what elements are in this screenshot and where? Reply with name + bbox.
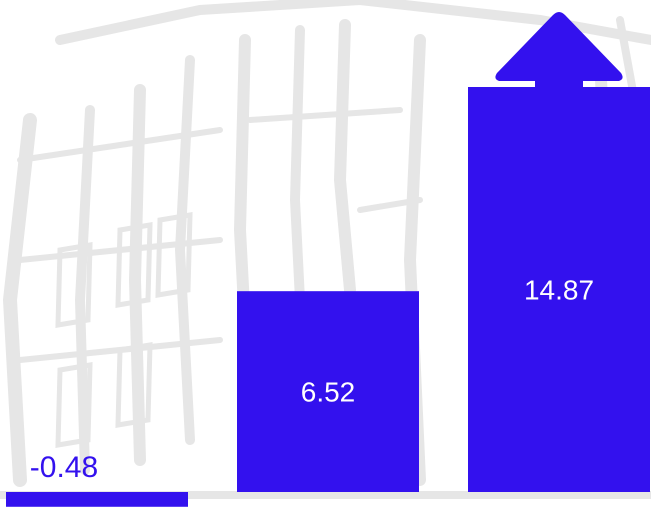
up-arrow-icon (495, 12, 623, 87)
bars-layer (6, 12, 650, 507)
value-labels-layer: -0.48 6.52 14.87 (30, 275, 594, 485)
bar-3-value-label: 14.87 (524, 275, 594, 306)
bar-1-value-label: -0.48 (30, 451, 98, 484)
bar-1 (6, 492, 188, 507)
bar-2 (237, 291, 419, 492)
bar-2-value-label: 6.52 (301, 377, 356, 408)
bar-3 (468, 87, 650, 492)
